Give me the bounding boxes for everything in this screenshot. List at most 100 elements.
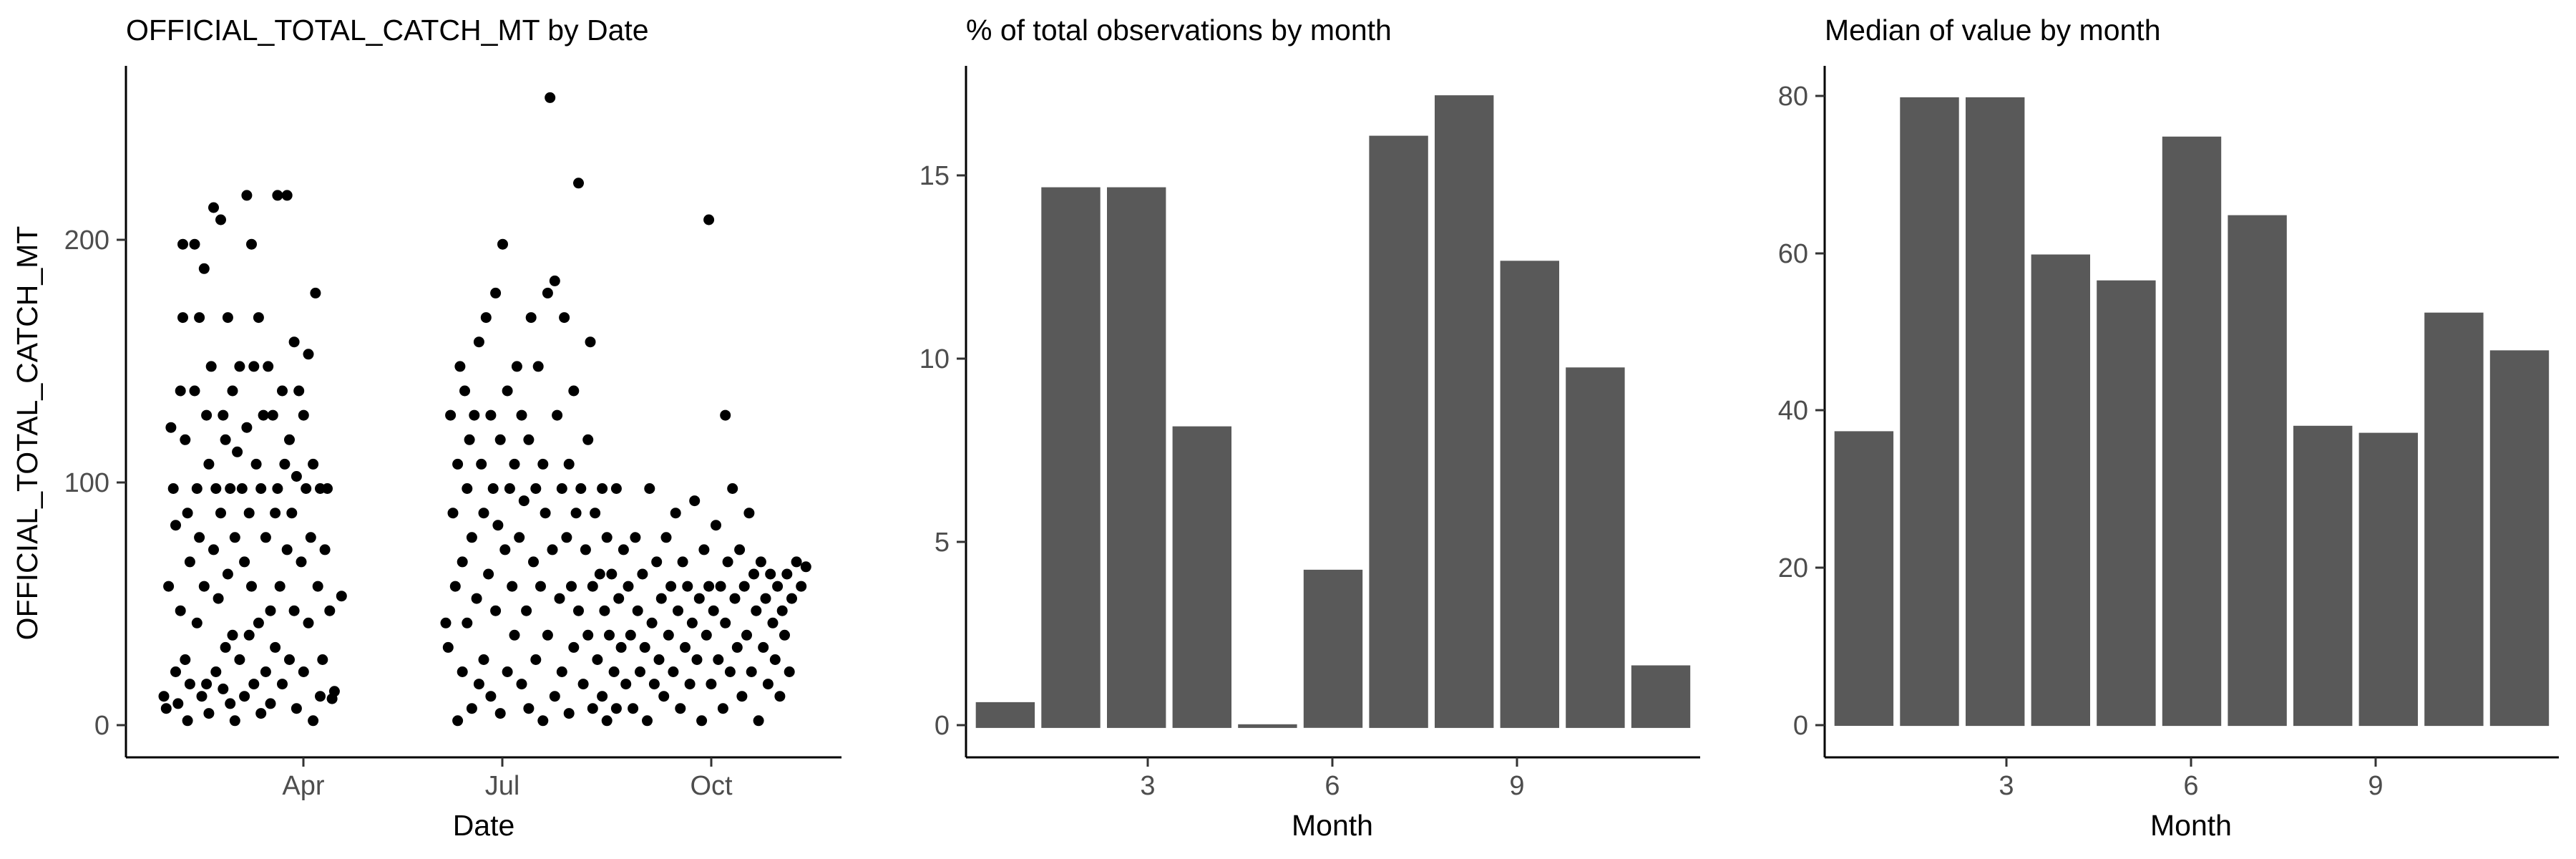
data-point bbox=[265, 698, 276, 709]
data-point bbox=[786, 593, 797, 604]
data-point bbox=[310, 287, 321, 299]
data-point bbox=[494, 434, 506, 445]
data-point bbox=[682, 581, 693, 592]
data-point bbox=[471, 593, 482, 604]
data-point bbox=[568, 385, 580, 397]
data-point bbox=[270, 641, 281, 653]
data-point bbox=[511, 361, 522, 372]
data-point bbox=[720, 409, 731, 421]
y-tick-label: 0 bbox=[935, 711, 950, 741]
data-point bbox=[530, 654, 542, 665]
data-point bbox=[478, 508, 489, 519]
data-point bbox=[319, 544, 331, 555]
bar-month-10 bbox=[1566, 367, 1625, 728]
data-point bbox=[225, 698, 236, 709]
data-point bbox=[198, 581, 210, 592]
data-point bbox=[660, 532, 672, 543]
data-point bbox=[286, 508, 298, 519]
data-point bbox=[594, 568, 605, 580]
x-tick-label: Jul bbox=[485, 771, 520, 801]
data-point bbox=[628, 703, 639, 714]
data-point bbox=[308, 458, 319, 470]
data-point bbox=[184, 556, 195, 568]
data-point bbox=[279, 458, 291, 470]
data-point bbox=[668, 666, 679, 677]
data-point bbox=[336, 591, 347, 602]
data-point bbox=[646, 617, 658, 629]
x-tick-label: Oct bbox=[690, 771, 733, 801]
data-point bbox=[545, 92, 556, 103]
data-point bbox=[585, 336, 596, 348]
data-point bbox=[165, 422, 177, 433]
data-point bbox=[191, 617, 203, 629]
data-point bbox=[201, 409, 213, 421]
data-point bbox=[464, 434, 475, 445]
data-point bbox=[198, 263, 210, 274]
data-point bbox=[265, 605, 276, 616]
data-point bbox=[459, 385, 470, 397]
data-point bbox=[213, 593, 224, 604]
data-point bbox=[525, 312, 537, 324]
data-point bbox=[587, 703, 598, 714]
data-point bbox=[577, 679, 589, 690]
data-point bbox=[693, 593, 705, 604]
data-point bbox=[580, 544, 591, 555]
data-point bbox=[457, 666, 468, 677]
data-point bbox=[298, 409, 309, 421]
y-tick-label: 10 bbox=[919, 344, 950, 374]
data-point bbox=[234, 361, 245, 372]
data-point bbox=[241, 190, 253, 201]
data-point bbox=[760, 593, 771, 604]
data-point bbox=[637, 568, 648, 580]
data-point bbox=[738, 581, 750, 592]
data-point bbox=[177, 312, 188, 324]
data-point bbox=[635, 666, 645, 677]
x-axis-title: Date bbox=[453, 809, 515, 842]
data-point bbox=[478, 654, 489, 665]
data-point bbox=[253, 312, 264, 324]
data-point bbox=[561, 532, 572, 543]
data-point bbox=[762, 679, 774, 690]
data-point bbox=[452, 715, 464, 727]
data-point bbox=[720, 617, 731, 629]
data-point bbox=[642, 715, 653, 727]
data-point bbox=[644, 483, 655, 494]
x-tick-label: 6 bbox=[1324, 771, 1340, 801]
data-point bbox=[487, 483, 499, 494]
bar-month-5 bbox=[1238, 724, 1297, 728]
data-point bbox=[452, 458, 464, 470]
bar-month-11 bbox=[1631, 665, 1691, 728]
data-point bbox=[288, 605, 300, 616]
y-tick-label: 80 bbox=[1778, 82, 1808, 112]
data-point bbox=[665, 581, 677, 592]
x-tick-label: 9 bbox=[2368, 771, 2383, 801]
x-tick-label: 3 bbox=[1999, 771, 2014, 801]
data-point bbox=[196, 691, 208, 702]
data-point bbox=[658, 691, 670, 702]
data-point bbox=[516, 679, 527, 690]
data-point bbox=[796, 581, 807, 592]
data-point bbox=[324, 605, 336, 616]
bar-month-8 bbox=[2293, 425, 2353, 727]
data-point bbox=[530, 483, 542, 494]
bar-month-4 bbox=[2031, 254, 2090, 727]
x-tick-label: 3 bbox=[1140, 771, 1155, 801]
data-point bbox=[711, 520, 721, 531]
data-point bbox=[208, 544, 219, 555]
data-point bbox=[189, 385, 200, 397]
data-point bbox=[194, 312, 205, 324]
data-point bbox=[255, 708, 267, 719]
data-point bbox=[284, 434, 295, 445]
data-point bbox=[724, 666, 736, 677]
chart-title: % of total observations by month bbox=[966, 14, 1392, 47]
data-point bbox=[729, 593, 741, 604]
data-point bbox=[255, 483, 267, 494]
data-point bbox=[218, 683, 229, 694]
data-point bbox=[167, 483, 179, 494]
data-point bbox=[741, 629, 752, 641]
data-point bbox=[205, 361, 217, 372]
data-point bbox=[291, 703, 302, 714]
data-point bbox=[480, 312, 492, 324]
data-point bbox=[758, 641, 769, 653]
